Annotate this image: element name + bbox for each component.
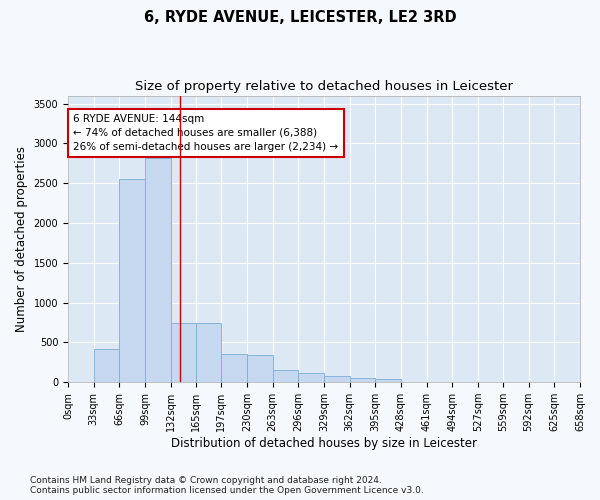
Text: 6, RYDE AVENUE, LEICESTER, LE2 3RD: 6, RYDE AVENUE, LEICESTER, LE2 3RD <box>143 10 457 25</box>
Bar <box>350 378 376 382</box>
Bar <box>221 354 247 382</box>
Bar <box>298 372 324 382</box>
Bar <box>247 355 272 382</box>
Y-axis label: Number of detached properties: Number of detached properties <box>15 146 28 332</box>
Bar <box>272 370 298 382</box>
Title: Size of property relative to detached houses in Leicester: Size of property relative to detached ho… <box>135 80 513 93</box>
Text: Contains HM Land Registry data © Crown copyright and database right 2024.
Contai: Contains HM Land Registry data © Crown c… <box>30 476 424 495</box>
Bar <box>324 376 350 382</box>
Bar <box>196 324 221 382</box>
Bar <box>119 179 145 382</box>
Bar <box>376 378 401 382</box>
Bar <box>171 322 196 382</box>
X-axis label: Distribution of detached houses by size in Leicester: Distribution of detached houses by size … <box>171 437 477 450</box>
Bar <box>94 349 119 382</box>
Text: 6 RYDE AVENUE: 144sqm
← 74% of detached houses are smaller (6,388)
26% of semi-d: 6 RYDE AVENUE: 144sqm ← 74% of detached … <box>73 114 338 152</box>
Bar <box>145 158 171 382</box>
